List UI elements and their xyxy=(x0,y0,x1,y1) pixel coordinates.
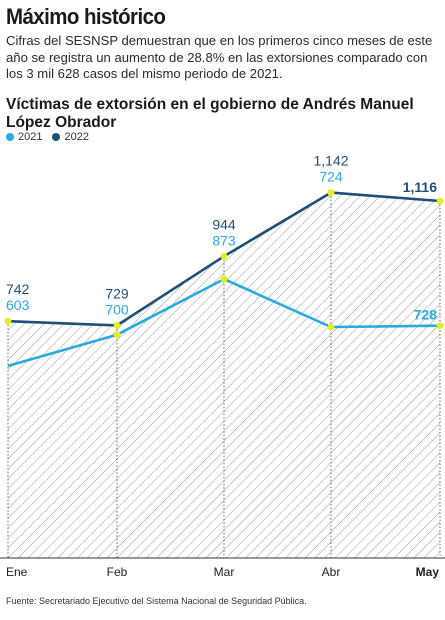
data-label-2022-Feb: 729 xyxy=(105,285,129,301)
legend-label-2022: 2022 xyxy=(64,131,89,143)
headline: Máximo histórico xyxy=(6,4,166,29)
point-2022-Mar xyxy=(220,252,228,260)
point-2021-Mar xyxy=(220,275,228,283)
legend-label-2021: 2021 xyxy=(18,131,43,143)
data-label-2021-Ene: 603 xyxy=(6,297,30,313)
point-2022-May xyxy=(436,197,444,205)
x-tick-label-Ene: Ene xyxy=(6,565,28,579)
lead-paragraph: Cifras del SESNSP demuestran que en los … xyxy=(6,33,433,81)
x-tick-label-Mar: Mar xyxy=(214,565,235,579)
point-2022-Ene xyxy=(4,317,12,325)
point-2021-Feb xyxy=(113,331,121,339)
source-note: Fuente: Secretariado Ejecutivo del Siste… xyxy=(6,596,307,606)
legend-item-2022: 2022 xyxy=(52,131,89,143)
data-label-2021-May: 728 xyxy=(414,307,438,323)
data-label-2022-Mar: 944 xyxy=(212,216,236,232)
legend-item-2021: 2021 xyxy=(6,131,42,143)
data-label-2021-Feb: 700 xyxy=(105,301,129,317)
data-label-2022-May: 1,116 xyxy=(403,179,437,195)
chart-legend: 2021 2022 xyxy=(6,131,89,143)
point-2022-Feb xyxy=(113,321,121,329)
legend-swatch-2021 xyxy=(6,133,14,141)
x-tick-label-Feb: Feb xyxy=(107,565,128,579)
data-label-2021-Mar: 873 xyxy=(212,232,236,248)
chart-title: Víctimas de extorsión en el gobierno de … xyxy=(6,96,414,131)
x-tick-label-Abr: Abr xyxy=(322,565,341,579)
data-label-2022-Abr: 1,142 xyxy=(313,153,348,169)
data-label-2022-Ene: 742 xyxy=(6,281,30,297)
point-2021-Abr xyxy=(327,323,335,331)
point-2022-Abr xyxy=(327,189,335,197)
legend-swatch-2022 xyxy=(52,133,61,141)
point-2021-May xyxy=(436,322,444,330)
x-tick-label-May: May xyxy=(416,565,440,579)
data-label-2021-Abr: 724 xyxy=(319,169,343,185)
